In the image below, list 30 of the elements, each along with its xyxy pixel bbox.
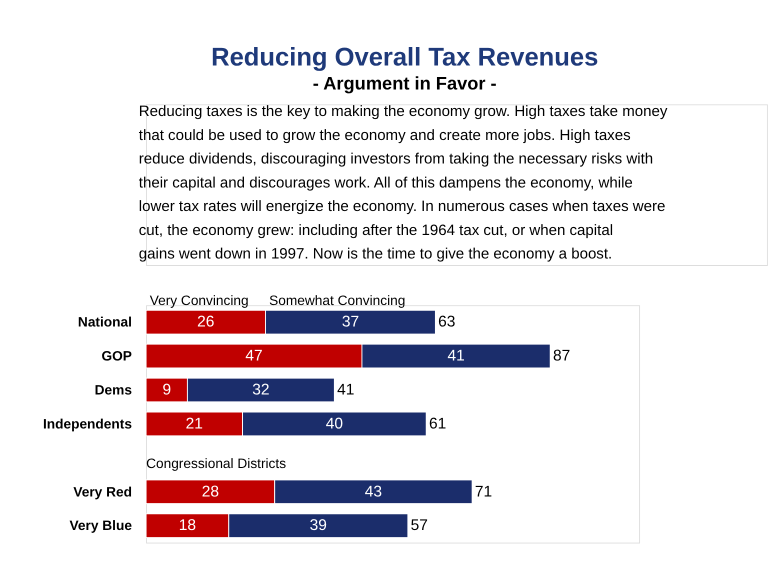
total-label: 87 [552,348,570,365]
y-tick-label: Dems [94,382,132,398]
y-tick-label: Very Blue [70,518,132,534]
y-tick-label: Independents [42,416,132,432]
data-label: 43 [364,483,382,500]
data-label: 32 [252,382,270,399]
data-label: 39 [310,517,327,534]
series-label: Very Convincing [150,292,249,308]
chart-subtitle: - Argument in Favor - [312,72,497,94]
data-label: 40 [326,415,344,432]
y-tick-label: Very Red [73,484,132,500]
data-label: 41 [447,348,465,365]
total-label: 57 [410,517,428,534]
data-label: 9 [162,382,172,399]
total-label: 41 [337,382,354,399]
total-label: 71 [474,483,492,500]
data-label: 26 [197,314,214,331]
y-tick-label: National [78,314,132,330]
data-label: 47 [245,348,263,365]
data-label: 28 [202,483,220,500]
data-label: 37 [342,314,360,331]
y-tick-label: GOP [101,348,132,364]
data-label: 21 [186,415,203,432]
chart-title: Reducing Overall Tax Revenues [211,44,598,72]
text: Reducing taxes is the key to making the economy grow. High taxes take money that could be used to grow the economy and create more jobs. High taxes reduce dividends, discouraging investors from taking the necessary risks with their capital and discourages work. All of this dampens the economy, while lower tax rates will energize the economy. In numerous cases when taxes were cut, the economy grew: including after the 1964 tax cut, or when capital gains went down in 1997. Now is the time to give the economy a boost. [138,103,668,263]
annotation: Congressional Districts [146,456,286,471]
data-label: 18 [178,517,196,534]
series-label: Somewhat Convincing [269,292,406,308]
total-label: 61 [428,415,446,432]
total-label: 63 [438,314,456,331]
